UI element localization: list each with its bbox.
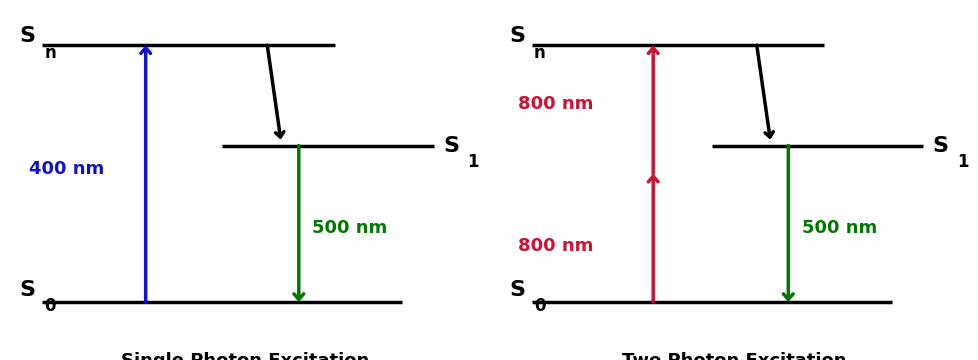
Text: Single Photon Excitation: Single Photon Excitation — [120, 352, 369, 360]
Text: S: S — [20, 26, 35, 46]
Text: 0: 0 — [44, 297, 56, 315]
Text: S: S — [509, 26, 524, 46]
Text: S: S — [442, 136, 459, 156]
Text: n: n — [44, 44, 56, 62]
Text: 1: 1 — [956, 153, 967, 171]
Text: 0: 0 — [533, 297, 545, 315]
Text: 500 nm: 500 nm — [801, 219, 876, 237]
Text: S: S — [509, 280, 524, 300]
Text: S: S — [20, 280, 35, 300]
Text: 1: 1 — [467, 153, 478, 171]
Text: Two Photon Excitation: Two Photon Excitation — [621, 352, 846, 360]
Text: S: S — [931, 136, 948, 156]
Text: 800 nm: 800 nm — [517, 237, 593, 255]
Text: 400 nm: 400 nm — [28, 160, 104, 178]
Text: 800 nm: 800 nm — [517, 95, 593, 113]
Text: 500 nm: 500 nm — [312, 219, 387, 237]
Text: n: n — [533, 44, 545, 62]
